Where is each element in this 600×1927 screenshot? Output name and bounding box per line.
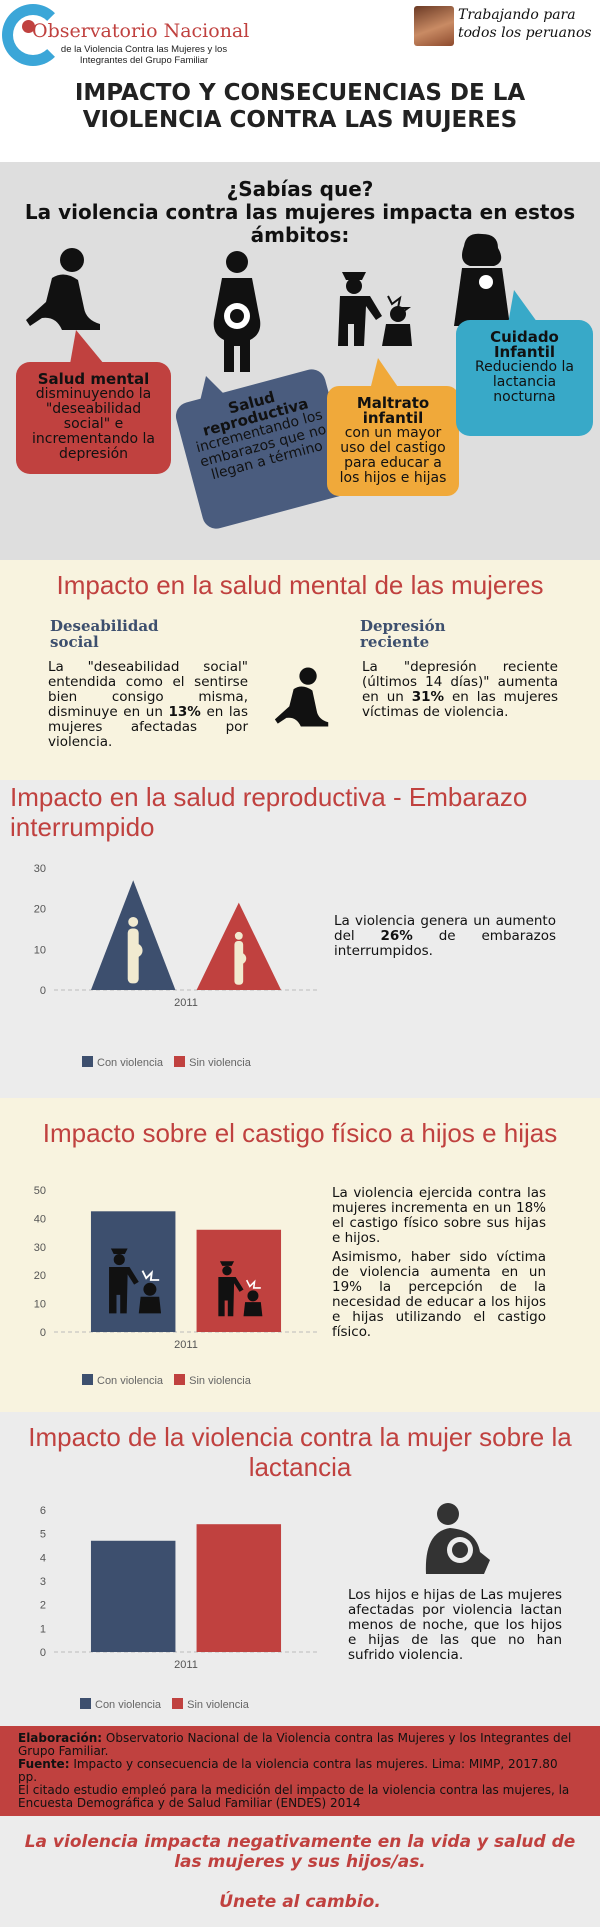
mental-health-section: Impacto en la salud mental de las mujere…	[0, 560, 600, 780]
lactation-section: Impacto de la violencia contra la mujer …	[0, 1412, 600, 1726]
reproductive-legend: Con violencia Sin violencia	[82, 1056, 251, 1069]
pregnant-woman-icon	[234, 931, 247, 985]
intro-title-line1: ¿Sabías que?	[226, 177, 374, 201]
y-tick-label: 3	[40, 1576, 46, 1588]
mother-baby-icon	[454, 233, 510, 326]
legend-con-violencia: Con violencia	[95, 1699, 162, 1711]
y-tick-label: 30	[34, 1242, 46, 1254]
bubble-mental-text: disminuyendo la "deseabilidad social" e …	[32, 386, 155, 462]
bubble-care-text: Reduciendo la lactancia nocturna	[475, 359, 574, 405]
credits-section: Elaboración: Observatorio Nacional de la…	[0, 1726, 600, 1816]
y-tick-label: 4	[40, 1552, 46, 1564]
punishment-heading: Impacto sobre el castigo físico a hijos …	[42, 1118, 558, 1148]
punishment-text-1: La violencia ejercida contra las mujeres…	[332, 1185, 546, 1246]
recent-depression-value: 31%	[411, 689, 445, 705]
social-desirability-value: 13%	[168, 704, 201, 720]
bar-sin-violencia	[196, 1229, 282, 1332]
reproductive-text: La violencia genera un aumento del 26% d…	[334, 913, 556, 959]
y-tick-label: 20	[34, 1270, 46, 1282]
bubble-child-abuse: Maltrato infantil con un mayor uso del c…	[327, 386, 459, 496]
bubble-mental-title: Salud mental	[37, 370, 150, 388]
y-tick-label: 10	[34, 944, 46, 956]
closing-section: La violencia impacta negativamente en la…	[0, 1816, 600, 1927]
punishment-legend: Con violencia Sin violencia	[82, 1374, 251, 1387]
legend-sin-violencia: Sin violencia	[189, 1375, 251, 1387]
sitting-woman-icon	[274, 667, 329, 727]
y-tick-label: 30	[34, 863, 46, 875]
org-title: Observatorio Nacional	[32, 20, 250, 42]
intro-title: ¿Sabías que? La violencia contra las muj…	[20, 178, 580, 247]
bar-con-violencia	[90, 1540, 176, 1652]
credits-text: Elaboración: Observatorio Nacional de la…	[18, 1732, 573, 1810]
main-title: IMPACTO Y CONSECUENCIAS DE LA VIOLENCIA …	[74, 80, 526, 133]
x-category-label: 2011	[174, 1659, 198, 1671]
y-tick-label: 5	[40, 1529, 46, 1541]
slogan: Trabajando para todos los peruanos	[458, 7, 592, 41]
header: Observatorio Nacional de la Violencia Co…	[0, 0, 600, 162]
recent-depression-title: Depresión reciente	[360, 617, 446, 651]
lactation-chart: 6 5 4 3 2 1 0 2011	[20, 1504, 330, 1674]
legend-sin-violencia: Sin violencia	[187, 1699, 249, 1711]
reproductive-heading: Impacto en la salud reproductiva - Embar…	[10, 782, 528, 842]
bar-sin-violencia	[196, 1524, 282, 1652]
bar-con-violencia	[90, 1211, 176, 1332]
x-category-label: 2011	[174, 997, 198, 1009]
y-tick-label: 2	[40, 1600, 46, 1612]
y-tick-label: 6	[40, 1505, 46, 1517]
punishment-icon	[338, 272, 412, 346]
pregnant-woman-icon	[213, 251, 261, 372]
legend-sin-violencia: Sin violencia	[189, 1057, 251, 1069]
punishment-icon	[218, 1261, 263, 1317]
chart-svg: 50 40 30 20 10 0 2011	[34, 1185, 318, 1351]
chart-svg: 6 5 4 3 2 1 0 2011	[40, 1505, 318, 1671]
y-tick-label: 40	[34, 1213, 46, 1225]
credits-source: Fuente: Impacto y consecuencia de la vio…	[18, 1757, 558, 1784]
y-tick-label: 10	[34, 1299, 46, 1311]
mother-baby-icon	[425, 1503, 490, 1574]
avatar	[414, 6, 454, 46]
credits-elaboration: Elaboración: Observatorio Nacional de la…	[18, 1731, 572, 1758]
pregnant-woman-icon	[127, 916, 143, 984]
bubble-mental-health: Salud mental disminuyendo la "deseabilid…	[16, 362, 171, 474]
org-subtitle: de la Violencia Contra las Mujeres y los…	[60, 44, 228, 66]
intro-title-line2: La violencia contra las mujeres impacta …	[24, 200, 576, 247]
punishment-icon	[109, 1248, 162, 1314]
bubble-care-title: Cuidado Infantil	[490, 328, 559, 361]
punishment-chart: 50 40 30 20 10 0 2011	[20, 1184, 330, 1354]
y-tick-label: 0	[40, 1647, 46, 1659]
lactation-legend: Con violencia Sin violencia	[80, 1698, 249, 1711]
y-tick-label: 50	[34, 1185, 46, 1197]
x-category-label: 2011	[174, 1339, 198, 1351]
y-tick-label: 20	[34, 904, 46, 916]
bubble-abuse-title: Maltrato infantil	[356, 394, 430, 427]
y-tick-label: 1	[40, 1623, 46, 1635]
bubble-child-care: Cuidado Infantil Reduciendo la lactancia…	[456, 320, 593, 436]
logo-dot	[22, 20, 35, 33]
recent-depression-text: La "depresión reciente (últimos 14 días)…	[362, 659, 558, 720]
credits-note: El citado estudio empleó para la medició…	[18, 1783, 570, 1810]
social-desirability-title: Deseabilidad social	[50, 617, 159, 651]
intro-section: ¿Sabías que? La violencia contra las muj…	[0, 162, 600, 560]
observatorio-logo	[2, 4, 64, 66]
chart-svg: 30 20 10 0 2011	[34, 863, 318, 1009]
closing-call: Únete al cambio.	[219, 1892, 381, 1912]
lactation-text: Los hijos e hijas de Las mujeres afectad…	[348, 1587, 562, 1663]
reproductive-chart: 30 20 10 0 2011	[20, 862, 330, 1012]
legend-con-violencia: Con violencia	[97, 1057, 164, 1069]
mental-heading: Impacto en la salud mental de las mujere…	[56, 570, 544, 600]
legend-con-violencia: Con violencia	[97, 1375, 164, 1387]
punishment-text-2: Asimismo, haber sido víctima de violenci…	[332, 1249, 546, 1340]
closing-message: La violencia impacta negativamente en la…	[24, 1832, 576, 1872]
sitting-woman-icon	[26, 248, 100, 330]
social-desirability-text: La "deseabilidad social" entendida como …	[48, 659, 248, 750]
punishment-section: Impacto sobre el castigo físico a hijos …	[0, 1098, 600, 1412]
y-tick-label: 0	[40, 985, 46, 997]
reproductive-section: Impacto en la salud reproductiva - Embar…	[0, 780, 600, 1098]
lactation-heading: Impacto de la violencia contra la mujer …	[28, 1422, 572, 1482]
reproductive-value: 26%	[380, 928, 413, 944]
bubble-abuse-text: con un mayor uso del castigo para educar…	[339, 425, 447, 486]
y-tick-label: 0	[40, 1327, 46, 1339]
